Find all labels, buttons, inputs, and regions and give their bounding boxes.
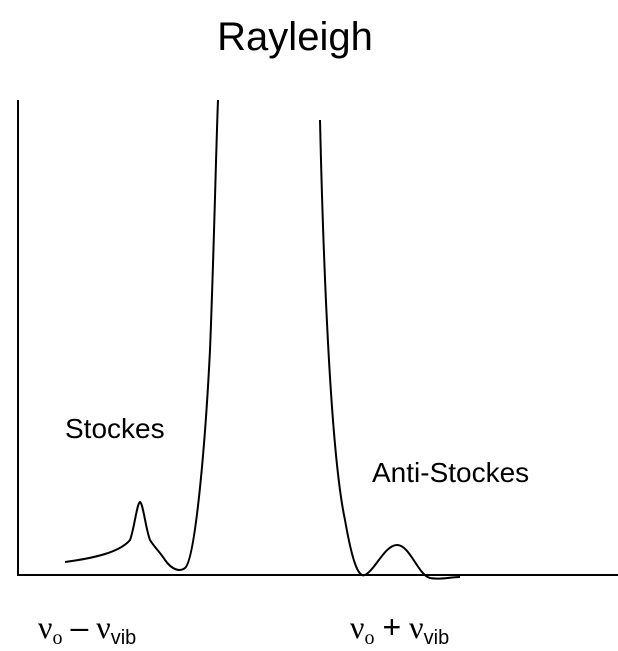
subscript: o [52,627,62,649]
nu: ν [38,609,52,645]
subscript: o [364,627,374,649]
operator: + [382,609,401,645]
anti-stokes-curve [319,119,461,580]
stokes-curve [64,99,219,571]
anti-stokes-label: Anti-Stockes [372,457,529,488]
subscript: vib [424,627,450,649]
subscript: vib [111,627,137,649]
x-label: νo + νvib [350,609,449,649]
nu: ν [350,609,364,645]
operator: – [70,609,88,645]
x-label: νo – νvib [38,609,136,649]
title: Rayleigh [217,15,373,59]
stokes-label: Stockes [65,413,165,444]
nu: ν [96,609,110,645]
nu: ν [409,609,423,645]
